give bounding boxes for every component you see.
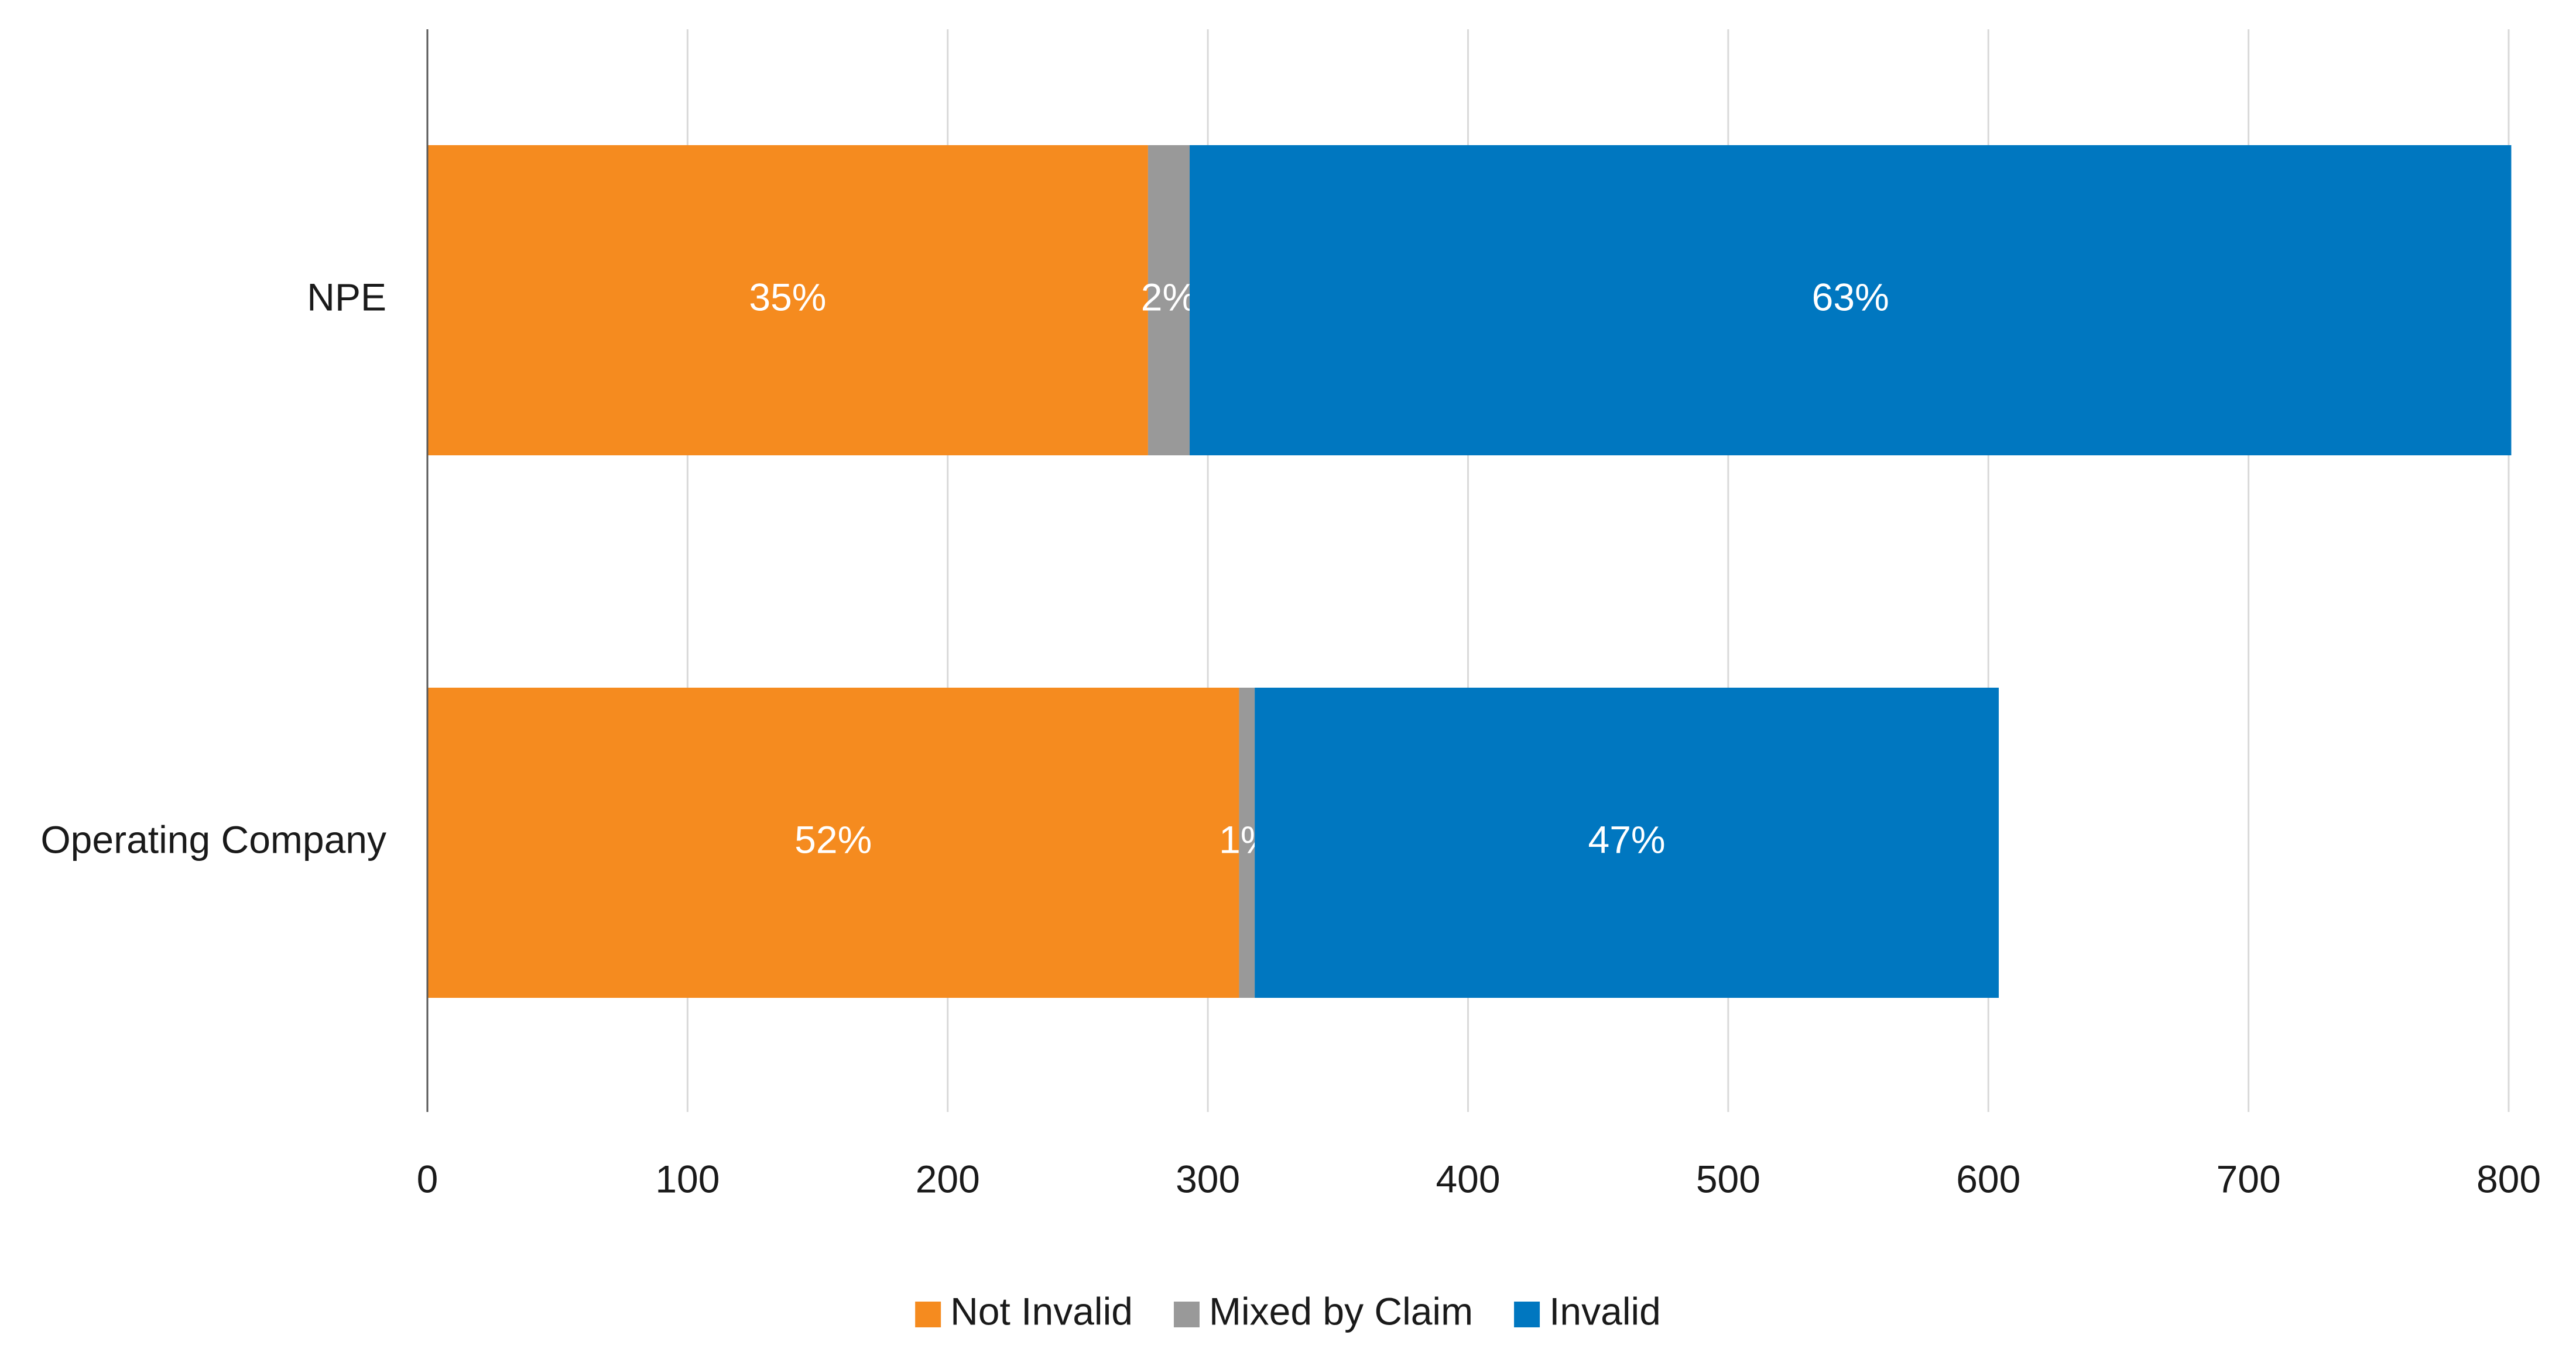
legend-item: Not Invalid [915,1289,1133,1333]
bars: 35%2%63%52%1%47% [427,145,2511,998]
legend-label: Invalid [1549,1289,1661,1333]
legend-item: Mixed by Claim [1174,1289,1473,1333]
data-label: 52% [794,818,872,861]
category-label: NPE [307,275,386,318]
x-tick-label: 500 [1696,1157,1760,1200]
x-tick-label: 200 [916,1157,980,1200]
data-label: 47% [1588,818,1666,861]
data-label: 35% [749,275,826,318]
legend-label: Mixed by Claim [1209,1289,1473,1333]
x-tick-label: 0 [417,1157,439,1200]
x-tick-label: 700 [2217,1157,2281,1200]
x-tick-label: 400 [1436,1157,1500,1200]
legend-swatch [915,1302,941,1327]
data-label: 2% [1141,275,1197,318]
legend: Not Invalid Mixed by Claim Invalid [915,1289,1661,1333]
legend-item: Invalid [1514,1289,1661,1333]
x-tick-label: 600 [1956,1157,2020,1200]
x-axis-ticks: 0 100 200 300 400 500 600 700 800 [417,1157,2541,1200]
legend-swatch [1514,1302,1540,1327]
x-tick-label: 300 [1176,1157,1240,1200]
x-tick-label: 100 [655,1157,720,1200]
category-labels: NPE Operating Company [40,275,386,861]
category-label: Operating Company [40,818,386,861]
x-tick-label: 800 [2476,1157,2541,1200]
data-label: 63% [1812,275,1889,318]
legend-swatch [1174,1302,1200,1327]
legend-label: Not Invalid [950,1289,1133,1333]
